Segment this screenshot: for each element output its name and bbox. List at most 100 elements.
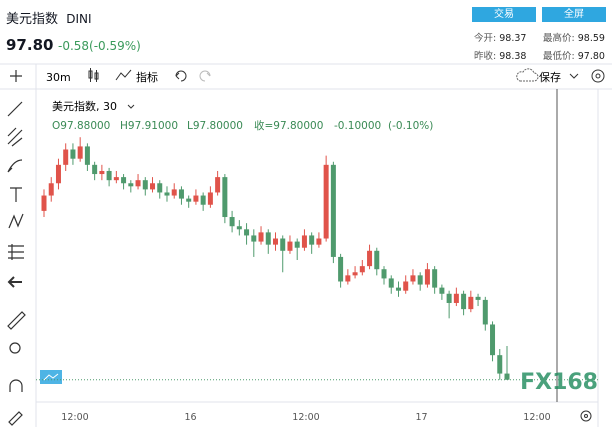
line-tool[interactable]	[7, 101, 23, 117]
ruler-tool[interactable]	[7, 311, 26, 330]
candle-body	[229, 217, 235, 227]
candle-body	[432, 269, 438, 288]
legend-symbol: 美元指数, 30	[52, 99, 117, 113]
candle-body	[244, 229, 250, 236]
candle-body	[135, 180, 141, 187]
candle-body	[128, 183, 134, 187]
candle-body	[63, 149, 69, 165]
pattern-tool[interactable]	[8, 213, 24, 229]
candle-body	[410, 275, 416, 282]
candle-body	[374, 250, 380, 270]
candle-body	[352, 272, 358, 276]
candle-body	[287, 241, 293, 251]
candle-body	[273, 238, 278, 245]
candle-body	[316, 238, 322, 245]
stat-value: 98.38	[499, 51, 527, 62]
stat: 最高价: 98.59	[543, 30, 605, 44]
stat: 昨收: 98.38	[474, 48, 526, 62]
stat: 今开: 98.37	[474, 30, 526, 44]
candle-body	[41, 195, 47, 211]
crosshair-tool[interactable]	[10, 70, 22, 82]
candle-body	[388, 278, 394, 288]
candle-body	[164, 192, 170, 196]
legend-dropdown[interactable]	[127, 104, 135, 109]
stat-label: 今开:	[474, 33, 497, 44]
change: -0.58(-0.59%)	[58, 39, 141, 53]
candle-body	[48, 183, 54, 196]
fullscreen-button[interactable]: 全屏	[542, 7, 606, 22]
candle-body	[453, 293, 459, 303]
candle-body	[142, 180, 148, 190]
candle-body	[171, 189, 177, 196]
candle-body	[77, 146, 83, 159]
candle-body	[222, 177, 228, 218]
text-tool[interactable]	[10, 187, 22, 202]
candle-body	[99, 170, 105, 175]
candle-body	[106, 170, 112, 181]
candle-body	[70, 149, 76, 159]
indicator-icon[interactable]	[115, 69, 132, 81]
measure-tool[interactable]	[8, 244, 24, 260]
candle-body	[439, 287, 445, 294]
fib-tool[interactable]	[7, 127, 23, 147]
candle-body	[121, 177, 127, 184]
candle-body	[265, 232, 271, 245]
save[interactable]: 保存	[539, 70, 561, 84]
interval[interactable]: 30m	[46, 71, 71, 84]
candle-body	[497, 355, 503, 374]
indicators[interactable]: 指标	[136, 70, 158, 84]
candle-body	[446, 293, 452, 303]
legend-high: H97.91000	[120, 120, 178, 132]
settings[interactable]	[591, 69, 605, 83]
candle-body	[200, 195, 206, 205]
candle-body	[417, 275, 423, 285]
candle-body	[309, 235, 315, 245]
settings-bottom[interactable]	[580, 410, 592, 422]
candle-body	[345, 275, 351, 282]
candle-body	[330, 164, 336, 257]
candle-body	[280, 238, 286, 251]
watermark: FX168	[520, 370, 598, 395]
candle-body	[359, 266, 365, 273]
candle-body	[258, 232, 264, 242]
back-tool[interactable]	[7, 276, 22, 288]
lock-tool[interactable]	[8, 411, 23, 426]
candle-body	[157, 183, 163, 193]
stat-value: 98.59	[577, 33, 605, 44]
legend-low: L97.80000	[187, 120, 243, 132]
candle-body	[92, 164, 98, 175]
code: DINI	[66, 12, 92, 26]
candle-body	[294, 241, 300, 248]
stat-label: 昨收:	[474, 51, 497, 62]
zoom-tool[interactable]	[9, 342, 21, 354]
symbol-title: 美元指数 DINI	[6, 8, 92, 27]
candle-body	[381, 269, 387, 279]
x-tick-label: 16	[184, 412, 196, 423]
candle-body	[482, 299, 488, 325]
candle-body	[504, 373, 510, 380]
magnet-tool[interactable]	[9, 379, 23, 392]
candle-body	[468, 296, 474, 310]
legend-close: 收=97.80000	[254, 119, 323, 132]
legend-change-pct: (-0.10%)	[388, 120, 433, 132]
redo[interactable]	[199, 70, 211, 82]
candle-body	[150, 183, 156, 190]
candle-body	[186, 198, 192, 202]
candle-body	[113, 177, 119, 181]
trade-button[interactable]: 交易	[472, 7, 536, 22]
stat-label: 最高价:	[543, 33, 575, 44]
brush-tool[interactable]	[7, 159, 23, 173]
undo[interactable]	[175, 70, 187, 82]
candle-body	[251, 235, 257, 242]
dropdown[interactable]	[569, 73, 579, 79]
candle-icon[interactable]	[88, 68, 99, 82]
title: 美元指数	[6, 12, 59, 27]
cloud-icon[interactable]	[516, 68, 539, 82]
legend-change: -0.10000	[334, 120, 381, 132]
price: 97.80	[6, 36, 54, 54]
candle-body	[395, 287, 401, 291]
x-tick-label: 17	[415, 412, 427, 423]
candle-body	[84, 146, 90, 165]
